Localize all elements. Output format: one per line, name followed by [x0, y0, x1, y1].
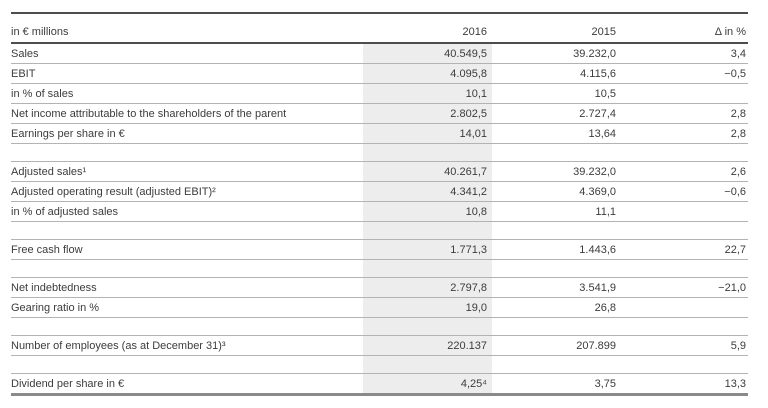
table-row: Adjusted operating result (adjusted EBIT… [11, 182, 748, 202]
value-2016: 19,0 [363, 298, 492, 317]
value-2015 [492, 318, 616, 335]
value-2016: 4.095,8 [363, 64, 492, 83]
value-2015: 1.443,6 [579, 243, 616, 256]
table-row: Number of employees (as at December 31)³… [11, 336, 748, 356]
row-label: Adjusted operating result (adjusted EBIT… [11, 185, 216, 198]
table-row: Adjusted sales¹ 40.261,7 39.232,0 2,6 [11, 162, 748, 182]
value-2015 [492, 356, 616, 373]
value-2016: 40.261,7 [363, 162, 492, 181]
value-2015: 26,8 [594, 301, 616, 314]
table-row: in % of adjusted sales 10,8 11,1 [11, 202, 748, 222]
value-2016 [363, 260, 492, 277]
row-label [11, 356, 363, 373]
value-delta [616, 84, 748, 103]
value-delta [616, 144, 748, 161]
financial-summary-table: in € millions 2016 2015 Δ in % Sales 40.5… [11, 12, 748, 396]
value-2015: 3.541,9 [579, 281, 616, 294]
value-2016: 10,8 [363, 202, 492, 221]
value-2016 [363, 144, 492, 161]
value-delta: 22,7 [724, 243, 746, 256]
value-2015: 39.232,0 [573, 47, 616, 60]
value-delta: −21,0 [718, 281, 746, 294]
spacer-row [11, 222, 748, 240]
value-2016: 2.802,5 [363, 104, 492, 123]
table-header-row: in € millions 2016 2015 Δ in % [11, 14, 748, 44]
value-2015: 2.727,4 [579, 107, 616, 120]
row-label: in % of sales [11, 87, 74, 100]
table-row: Gearing ratio in % 19,0 26,8 [11, 298, 748, 318]
table-row: Dividend per share in € 4,25⁴ 3,75 13,3 [11, 374, 748, 393]
value-2015: 4.115,6 [580, 67, 616, 80]
value-2016: 4.341,2 [363, 182, 492, 201]
value-2015: 207.899 [576, 339, 616, 352]
row-label: Adjusted sales¹ [11, 165, 87, 178]
value-delta: 5,9 [730, 339, 746, 352]
row-label: EBIT [11, 67, 36, 80]
spacer-row [11, 260, 748, 278]
value-delta: 2,6 [730, 165, 746, 178]
value-2016: 10,1 [363, 84, 492, 103]
value-2015: 13,64 [588, 127, 616, 140]
row-label [11, 318, 363, 335]
value-2016: 2.797,8 [363, 278, 492, 297]
value-delta [616, 202, 748, 221]
value-2016: 40.549,5 [363, 44, 492, 63]
row-label: Dividend per share in € [11, 377, 125, 390]
value-2015 [492, 144, 616, 161]
column-header-2016: 2016 [462, 26, 487, 38]
row-label [11, 260, 363, 277]
spacer-row [11, 318, 748, 336]
spacer-row [11, 144, 748, 162]
row-label: Number of employees (as at December 31)³ [11, 339, 226, 352]
row-label: Gearing ratio in % [11, 301, 100, 314]
value-delta [616, 298, 748, 317]
value-2015 [492, 260, 616, 277]
column-header-2015: 2015 [591, 26, 616, 38]
table-row: EBIT 4.095,8 4.115,6 −0,5 [11, 64, 748, 84]
row-label: Net income attributable to the sharehold… [11, 107, 287, 120]
value-delta [616, 356, 748, 373]
value-2015: 39.232,0 [573, 165, 616, 178]
value-2016: 14,01 [363, 124, 492, 143]
value-2016 [363, 318, 492, 335]
value-2016: 4,25⁴ [363, 374, 492, 393]
value-2016 [363, 356, 492, 373]
value-delta [616, 222, 748, 239]
value-2015: 11,1 [595, 205, 616, 218]
table-row: Net indebtedness 2.797,8 3.541,9 −21,0 [11, 278, 748, 298]
row-label: Free cash flow [11, 243, 83, 256]
value-delta: 13,3 [724, 377, 746, 390]
value-delta [616, 260, 748, 277]
value-2015: 10,5 [594, 87, 616, 100]
spacer-row [11, 356, 748, 374]
row-label: Earnings per share in € [11, 127, 125, 140]
value-delta: 2,8 [730, 107, 746, 120]
table-body: Sales 40.549,5 39.232,0 3,4 EBIT 4.095,8 4.115… [11, 44, 748, 393]
table-row: in % of sales 10,1 10,5 [11, 84, 748, 104]
value-2015 [492, 222, 616, 239]
value-delta [616, 318, 748, 335]
value-2016: 220.137 [363, 336, 492, 355]
value-delta: −0,5 [724, 67, 746, 80]
value-delta: 3,4 [730, 47, 746, 60]
value-2016 [363, 222, 492, 239]
row-label [11, 144, 363, 161]
unit-label: in € millions [11, 26, 69, 38]
table-row: Sales 40.549,5 39.232,0 3,4 [11, 44, 748, 64]
value-2015: 3,75 [594, 377, 616, 390]
row-label: Sales [11, 47, 39, 60]
value-delta: −0,6 [724, 185, 746, 198]
table-row: Earnings per share in € 14,01 13,64 2,8 [11, 124, 748, 144]
row-label: in % of adjusted sales [11, 205, 119, 218]
value-delta: 2,8 [730, 127, 746, 140]
row-label: Net indebtedness [11, 281, 97, 294]
column-header-delta: Δ in % [714, 26, 746, 38]
row-label [11, 222, 363, 239]
value-2016: 1.771,3 [363, 240, 492, 259]
table-row: Net income attributable to the sharehold… [11, 104, 748, 124]
value-2015: 4.369,0 [579, 185, 616, 198]
table-row: Free cash flow 1.771,3 1.443,6 22,7 [11, 240, 748, 260]
